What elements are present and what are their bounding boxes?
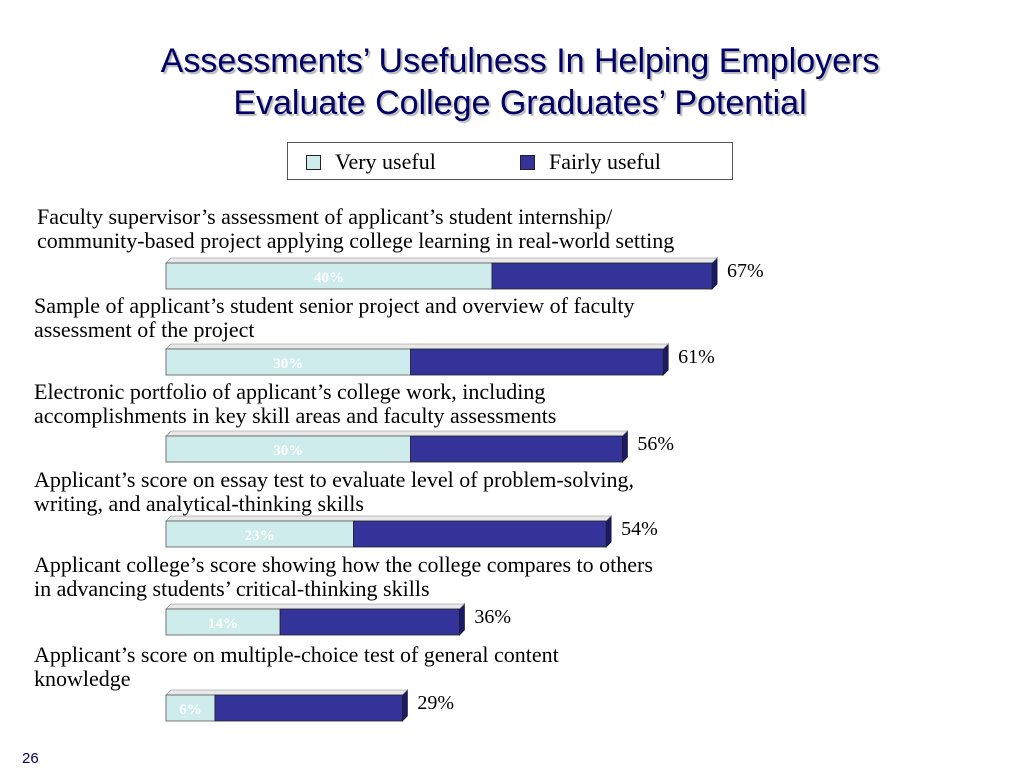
category-label-line: Applicant’s score on essay test to evalu… (34, 467, 634, 492)
category-label-line: accomplishments in key skill areas and f… (34, 403, 557, 428)
bar-very-useful (165, 435, 411, 463)
category-label: Electronic portfolio of applicant’s coll… (34, 380, 556, 428)
category-label-line: in advancing students’ critical-thinking… (34, 576, 430, 601)
data-label-total: 67% (727, 260, 764, 282)
category-label-line: Applicant’s score on multiple-choice tes… (34, 642, 559, 667)
data-label-total: 54% (621, 518, 658, 540)
bar-top-face (165, 257, 718, 264)
legend-item-very-useful: Very useful (306, 143, 436, 181)
bar-top-face (165, 515, 612, 522)
bar-fairly-useful (410, 435, 623, 463)
bar-very-useful (165, 694, 216, 722)
category-label-line: Faculty supervisor’s assessment of appli… (37, 204, 613, 229)
category-label-line: Applicant college’s score showing how th… (34, 552, 653, 577)
legend-label-very-useful: Very useful (335, 149, 436, 174)
data-label-total: 56% (637, 433, 674, 455)
bar-very-useful (165, 262, 493, 290)
bar-very-useful (165, 608, 281, 636)
category-label-line: writing, and analytical-thinking skills (34, 491, 364, 516)
data-label-very-useful: 30% (273, 443, 303, 459)
legend-label-fairly-useful: Fairly useful (549, 149, 661, 174)
data-label-very-useful: 23% (245, 528, 275, 544)
bar-top-face (165, 689, 409, 696)
category-label: Applicant college’s score showing how th… (34, 553, 653, 601)
category-label: Applicant’s score on essay test to evalu… (34, 468, 634, 516)
category-label-line: Electronic portfolio of applicant’s coll… (34, 379, 546, 404)
bar-fairly-useful (353, 520, 607, 548)
bar-fairly-useful (214, 694, 403, 722)
category-label: Applicant’s score on multiple-choice tes… (34, 643, 559, 691)
title-line-1: Assessments’ Usefulness In Helping Emplo… (160, 42, 880, 80)
bar-top-face (165, 430, 629, 437)
category-label: Faculty supervisor’s assessment of appli… (37, 205, 674, 253)
data-label-very-useful: 30% (273, 356, 303, 372)
category-label-line: community-based project applying college… (37, 228, 675, 253)
bar-very-useful (165, 520, 354, 548)
chart-title: Assessments’ Usefulness In Helping Emplo… (40, 40, 1000, 124)
bar-fairly-useful (491, 262, 713, 290)
data-label-very-useful: 6% (179, 702, 202, 718)
category-label-line: assessment of the project (34, 317, 255, 342)
data-label-total: 61% (678, 346, 715, 368)
data-label-total: 29% (417, 692, 454, 714)
data-label-very-useful: 14% (208, 616, 238, 632)
chart-legend: Very useful Fairly useful (287, 142, 733, 180)
category-label-line: Sample of applicant’s student senior pro… (34, 293, 635, 318)
bar-top-face (165, 343, 669, 350)
legend-item-fairly-useful: Fairly useful (520, 143, 661, 181)
page-number: 26 (22, 750, 39, 767)
category-label-line: knowledge (34, 666, 131, 691)
title-line-2: Evaluate College Graduates’ Potential (233, 84, 807, 122)
bar-very-useful (165, 348, 411, 376)
data-label-total: 36% (474, 606, 511, 628)
bar-fairly-useful (410, 348, 664, 376)
data-label-very-useful: 40% (314, 270, 344, 286)
legend-swatch-fairly-useful (520, 154, 535, 170)
bar-top-face (165, 603, 466, 610)
category-label: Sample of applicant’s student senior pro… (34, 294, 635, 342)
bar-fairly-useful (279, 608, 460, 636)
legend-swatch-very-useful (306, 154, 321, 170)
